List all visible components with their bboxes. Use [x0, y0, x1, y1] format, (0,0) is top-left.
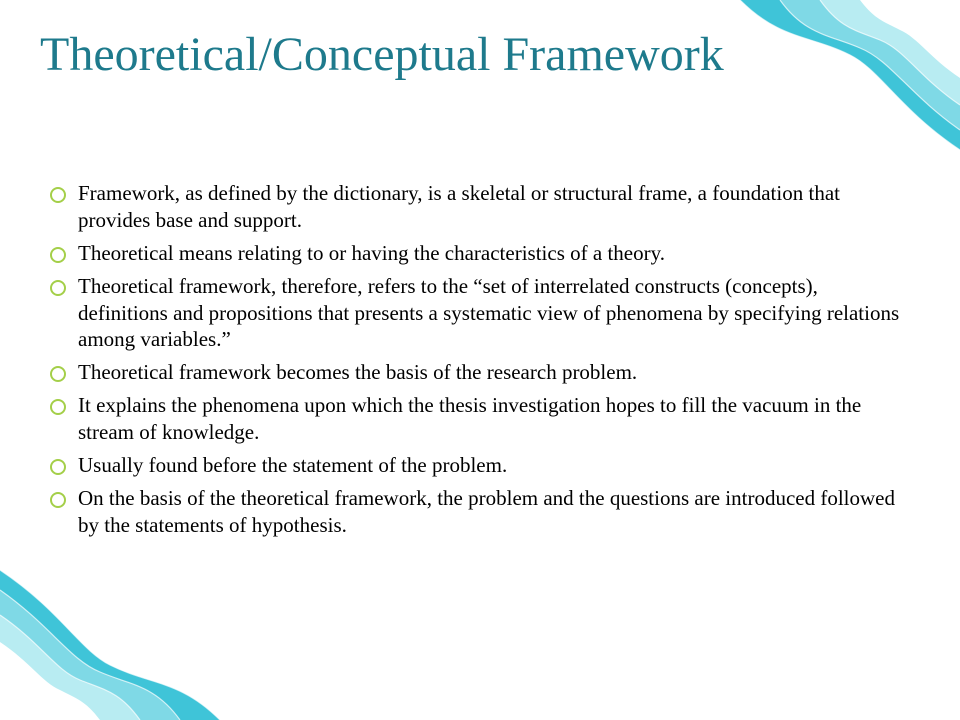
bullet-item: Theoretical means relating to or having … [44, 240, 900, 267]
bullet-item: Framework, as defined by the dictionary,… [44, 180, 900, 234]
bullet-item: On the basis of the theoretical framewor… [44, 485, 900, 539]
slide-title: Theoretical/Conceptual Framework [40, 28, 760, 82]
bullet-item: Usually found before the statement of th… [44, 452, 900, 479]
slide: Theoretical/Conceptual Framework Framewo… [0, 0, 960, 720]
bullet-list: Framework, as defined by the dictionary,… [44, 180, 900, 539]
bullet-item: Theoretical framework becomes the basis … [44, 359, 900, 386]
corner-wave-bottom-left [0, 570, 220, 720]
bullet-item: It explains the phenomena upon which the… [44, 392, 900, 446]
slide-body: Framework, as defined by the dictionary,… [44, 180, 900, 545]
bullet-item: Theoretical framework, therefore, refers… [44, 273, 900, 354]
corner-wave-top-right [740, 0, 960, 150]
